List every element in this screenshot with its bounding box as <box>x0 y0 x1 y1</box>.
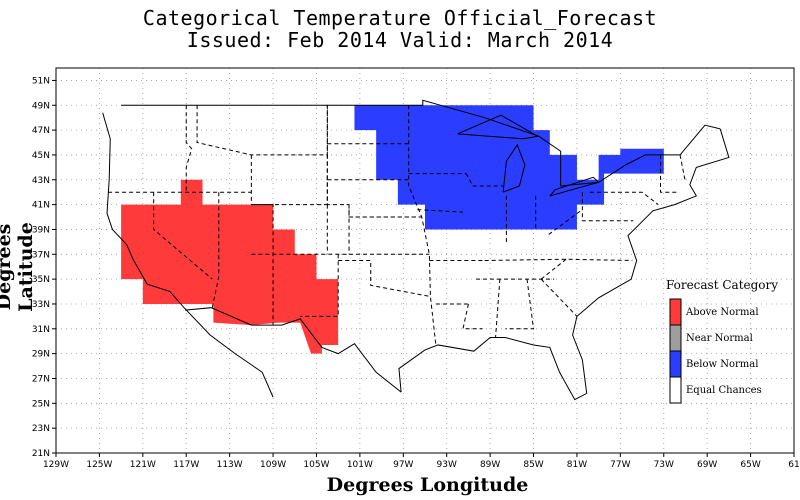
x-tick-label: 101W <box>347 460 373 470</box>
state-boundary <box>581 192 634 222</box>
x-tick-label: 125W <box>86 460 112 470</box>
below-normal-region <box>354 105 664 230</box>
chart-title: Categorical Temperature Official_Forecas… <box>142 6 658 30</box>
state-boundary <box>408 105 437 346</box>
y-axis-title: Degrees Latitude <box>0 222 37 312</box>
state-boundary <box>679 154 686 183</box>
lake-michigan <box>502 143 526 193</box>
state-boundary <box>505 279 535 330</box>
pacific-coastline <box>102 112 274 398</box>
x-axis-ticks: 129W 125W 121W 117W 113W 109W 105W 101W 97W 93W 89… <box>43 453 800 470</box>
legend-item-label: Above Normal <box>685 307 759 318</box>
x-tick-label: 105W <box>303 460 329 470</box>
state-boundary <box>417 209 464 213</box>
x-tick-label: 109W <box>260 460 286 470</box>
mexico-border <box>185 307 402 393</box>
y-tick-label: 37N <box>32 250 50 260</box>
state-boundary <box>196 105 328 156</box>
x-tick-label: 77W <box>610 460 630 470</box>
state-boundary <box>540 258 567 280</box>
state-boundary <box>251 154 328 206</box>
legend: Forecast Category Above Normal Near Normal… <box>666 278 778 404</box>
state-boundary <box>465 173 504 187</box>
legend-swatch <box>669 298 682 326</box>
legend-item-label: Equal Chances <box>686 385 762 396</box>
state-boundary <box>211 192 220 308</box>
legend-swatch <box>669 376 682 404</box>
legend-swatch <box>669 350 682 378</box>
lake-erie <box>549 176 600 197</box>
y-tick-label: 51N <box>32 76 50 86</box>
x-axis-title: Degrees Longitude <box>326 474 529 496</box>
state-boundary <box>462 303 483 330</box>
x-tick-label: 65W <box>740 460 760 470</box>
y-tick-label: 29N <box>32 350 50 360</box>
x-tick-label: 85W <box>523 460 543 470</box>
y-tick-label: 41N <box>32 201 50 211</box>
x-tick-label: 73W <box>654 460 674 470</box>
legend-item-label: Near Normal <box>686 333 753 344</box>
y-tick-label: 25N <box>32 399 50 409</box>
forecast-regions <box>121 105 664 354</box>
y-tick-label: 35N <box>32 275 50 285</box>
atlantic-gulf-coastline <box>398 128 730 401</box>
y-tick-label: 45N <box>32 151 50 161</box>
legend-item-label: Below Normal <box>686 359 758 370</box>
state-boundary <box>185 105 193 193</box>
x-tick-label: 81W <box>567 460 587 470</box>
state-boundary <box>589 191 659 206</box>
y-tick-label: 21N <box>32 449 50 459</box>
legend-title: Forecast Category <box>666 278 778 292</box>
legend-swatch <box>669 324 682 352</box>
state-boundary <box>153 192 213 280</box>
y-tick-label: 33N <box>32 300 50 310</box>
y-tick-label: 31N <box>32 325 50 335</box>
x-tick-label: 69W <box>697 460 717 470</box>
x-tick-label: 97W <box>393 460 413 470</box>
y-tick-label: 23N <box>32 424 50 434</box>
y-axis-ticks: 51N 49N 47N 45N 43N 41N 39N 37N 35N 33N 31N 29N 27N 2… <box>32 76 56 459</box>
x-tick-label: 61 <box>788 460 799 470</box>
state-boundary <box>660 154 677 193</box>
state-boundary <box>484 258 633 261</box>
state-boundary <box>338 260 431 298</box>
x-tick-label: 89W <box>480 460 500 470</box>
x-tick-label: 113W <box>217 460 243 470</box>
state-boundary <box>495 279 501 338</box>
x-tick-label: 129W <box>43 460 69 470</box>
plot-frame <box>55 67 795 454</box>
y-tick-label: 49N <box>32 101 50 111</box>
lake-superior <box>457 114 540 140</box>
x-tick-label: 121W <box>130 460 156 470</box>
above-normal-region <box>121 179 339 354</box>
map-outlines <box>102 99 730 401</box>
x-tick-label: 93W <box>437 460 457 470</box>
chart-subtitle: Issued: Feb 2014 Valid: March 2014 <box>186 28 614 52</box>
state-boundary <box>540 278 578 317</box>
y-tick-label: 39N <box>32 225 50 235</box>
state-boundary <box>300 254 339 317</box>
y-tick-label: 27N <box>32 374 50 384</box>
x-tick-label: 117W <box>173 460 199 470</box>
y-tick-label: 47N <box>32 126 50 136</box>
y-tick-label: 43N <box>32 176 50 186</box>
state-boundary <box>250 154 274 326</box>
